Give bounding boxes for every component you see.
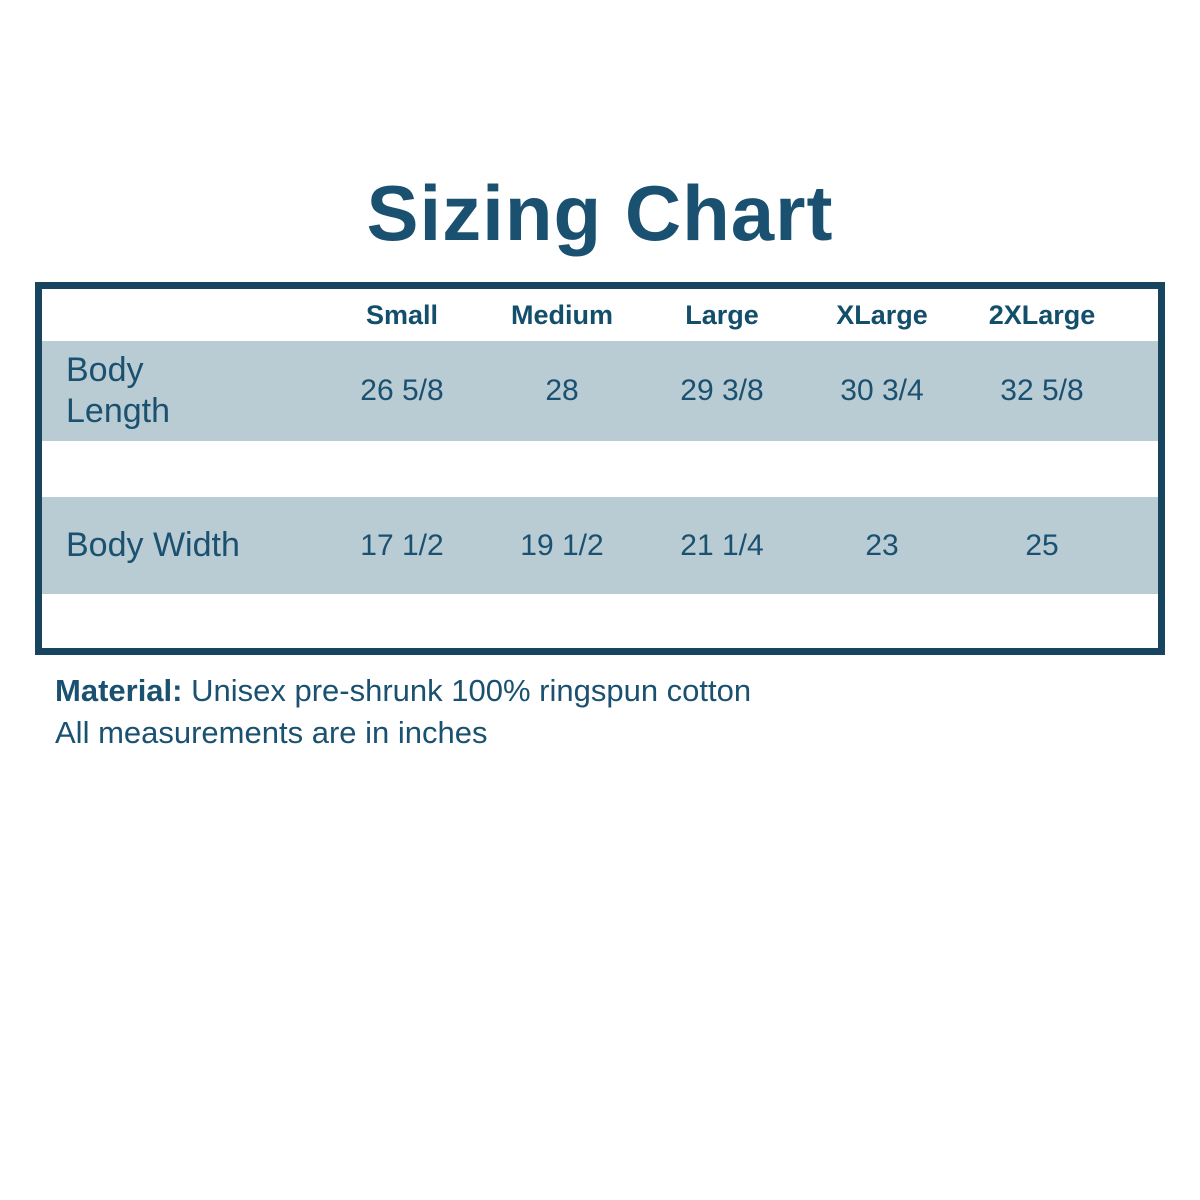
spacer-row (42, 594, 1158, 648)
cell-body-width-small: 17 1/2 (360, 528, 444, 562)
spacer-row (42, 441, 1158, 497)
cell-body-width-xlarge: 23 (865, 528, 899, 562)
column-header-medium: Medium (510, 299, 613, 330)
cell-body-length-small: 26 5/8 (360, 374, 444, 407)
row-label-body-width: Body Width (66, 525, 240, 564)
column-header-2xlarge: 2XLarge (988, 299, 1096, 330)
cell-body-length-medium: 28 (545, 374, 579, 407)
material-value: Unisex pre-shrunk 100% ringspun cotton (182, 673, 752, 708)
cell-body-length-large: 29 3/8 (680, 374, 764, 407)
cell-body-length-xlarge: 30 3/4 (840, 374, 924, 407)
measurement-note: All measurements are in inches (55, 714, 488, 750)
material-label: Material: (55, 673, 183, 708)
table-header-row: Small Medium Large XLarge 2XLarge (42, 289, 1158, 341)
cell-body-width-2xlarge: 25 (1025, 528, 1059, 562)
column-header-xlarge: XLarge (836, 299, 928, 330)
row-label-body-length: Body Length (66, 350, 170, 430)
sizing-table: Small Medium Large XLarge 2XLarge Body L… (35, 282, 1165, 655)
column-header-large: Large (685, 299, 759, 330)
table-row-body-length: Body Length 26 5/8 28 29 3/8 30 3/4 32 5… (42, 341, 1158, 441)
cell-body-width-medium: 19 1/2 (520, 528, 604, 562)
table-row-body-width: Body Width 17 1/2 19 1/2 21 1/4 23 25 (42, 497, 1158, 594)
page-title: Sizing Chart (366, 169, 834, 257)
column-header-small: Small (365, 299, 439, 330)
cell-body-width-large: 21 1/4 (680, 528, 764, 562)
cell-body-length-2xlarge: 32 5/8 (1000, 374, 1084, 407)
material-line: Material: Unisex pre-shrunk 100% ringspu… (55, 670, 751, 712)
footer-notes: Material: Unisex pre-shrunk 100% ringspu… (55, 670, 751, 754)
